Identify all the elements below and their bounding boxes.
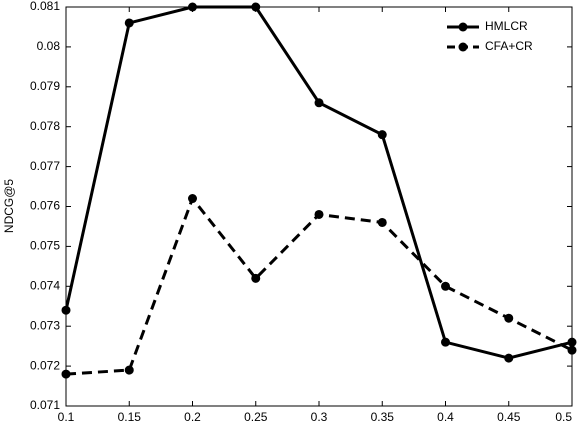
x-tick-label: 0.2 [184,410,201,424]
y-tick-label: 0.079 [30,79,60,93]
plot-frame [65,6,573,407]
y-tick-label: 0.073 [30,318,60,332]
data-point [188,2,197,12]
data-point [377,217,387,227]
data-point [314,209,324,219]
y-tick-label: 0.077 [30,159,60,173]
legend-label: HMLCR [485,19,528,33]
y-tick-label: 0.08 [37,39,61,53]
data-point [188,194,197,204]
data-point [251,2,261,12]
x-tick-label: 0.3 [311,410,328,424]
data-point [567,337,577,347]
y-tick-label: 0.071 [30,398,60,412]
x-tick-label: 0.15 [118,410,142,424]
legend-marker [458,22,468,32]
x-tick-label: 0.35 [371,410,395,424]
series-line [64,5,573,360]
data-point [504,353,514,363]
y-axis-label: NDCG@5 [2,179,16,234]
y-tick-label: 0.072 [30,358,60,372]
legend-label: CFA+CR [485,39,533,53]
x-tick-label: 0.5 [555,410,572,424]
data-point [251,273,261,283]
y-tick-label: 0.078 [30,119,60,133]
x-tick-label: 0.1 [58,410,75,424]
data-point [124,18,134,28]
data-point [441,281,450,291]
data-point [567,345,577,355]
series-line [65,195,573,376]
y-tick-label: 0.081 [30,0,60,13]
data-point [377,130,387,140]
y-tick-label: 0.075 [30,239,60,253]
x-tick-label: 0.25 [244,410,268,424]
data-point [61,369,71,379]
data-point [504,313,514,323]
y-tick-label: 0.074 [30,278,60,292]
y-tick-label: 0.076 [30,199,60,213]
x-tick-label: 0.45 [497,410,521,424]
data-point [441,337,450,347]
data-point [61,305,71,315]
legend-marker [458,42,468,52]
data-point [124,365,134,375]
x-tick-label: 0.4 [437,410,454,424]
data-point [314,98,324,108]
